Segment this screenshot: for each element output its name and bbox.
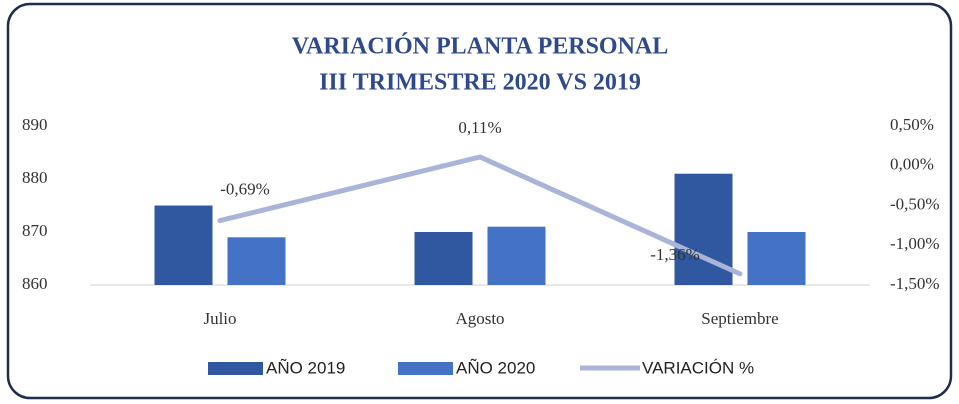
y2-tick-label: -1,00% [890,234,940,253]
data-label: 0,11% [458,118,501,137]
y2-tick-label: 0,00% [890,155,934,174]
data-label: -1,36% [650,245,700,264]
bar [227,237,286,285]
bar [414,232,473,285]
y-tick-label: 890 [22,115,48,134]
data-label: -0,69% [220,180,270,199]
legend-label: AÑO 2020 [456,358,535,377]
x-tick-label: Julio [203,309,236,328]
bar [487,226,546,285]
y2-tick-label: 0,50% [890,115,934,134]
y-tick-label: 860 [22,274,48,293]
x-tick-label: Agosto [455,309,504,328]
bar [747,232,806,285]
bar [154,205,213,285]
legend-swatch [398,362,453,375]
legend-swatch [208,362,263,375]
variation-line [217,154,743,277]
y2-tick-label: -0,50% [890,194,940,213]
chart-title: VARIACIÓN PLANTA PERSONAL [292,33,669,60]
chart-subtitle: III TRIMESTRE 2020 VS 2019 [319,70,641,96]
y-tick-label: 870 [22,221,48,240]
legend-label: AÑO 2019 [266,358,345,377]
frame [6,2,953,400]
y-tick-label: 880 [22,168,48,187]
legend-label: VARIACIÓN % [642,358,754,377]
y2-tick-label: -1,50% [890,274,940,293]
x-tick-label: Septiembre [701,309,778,328]
